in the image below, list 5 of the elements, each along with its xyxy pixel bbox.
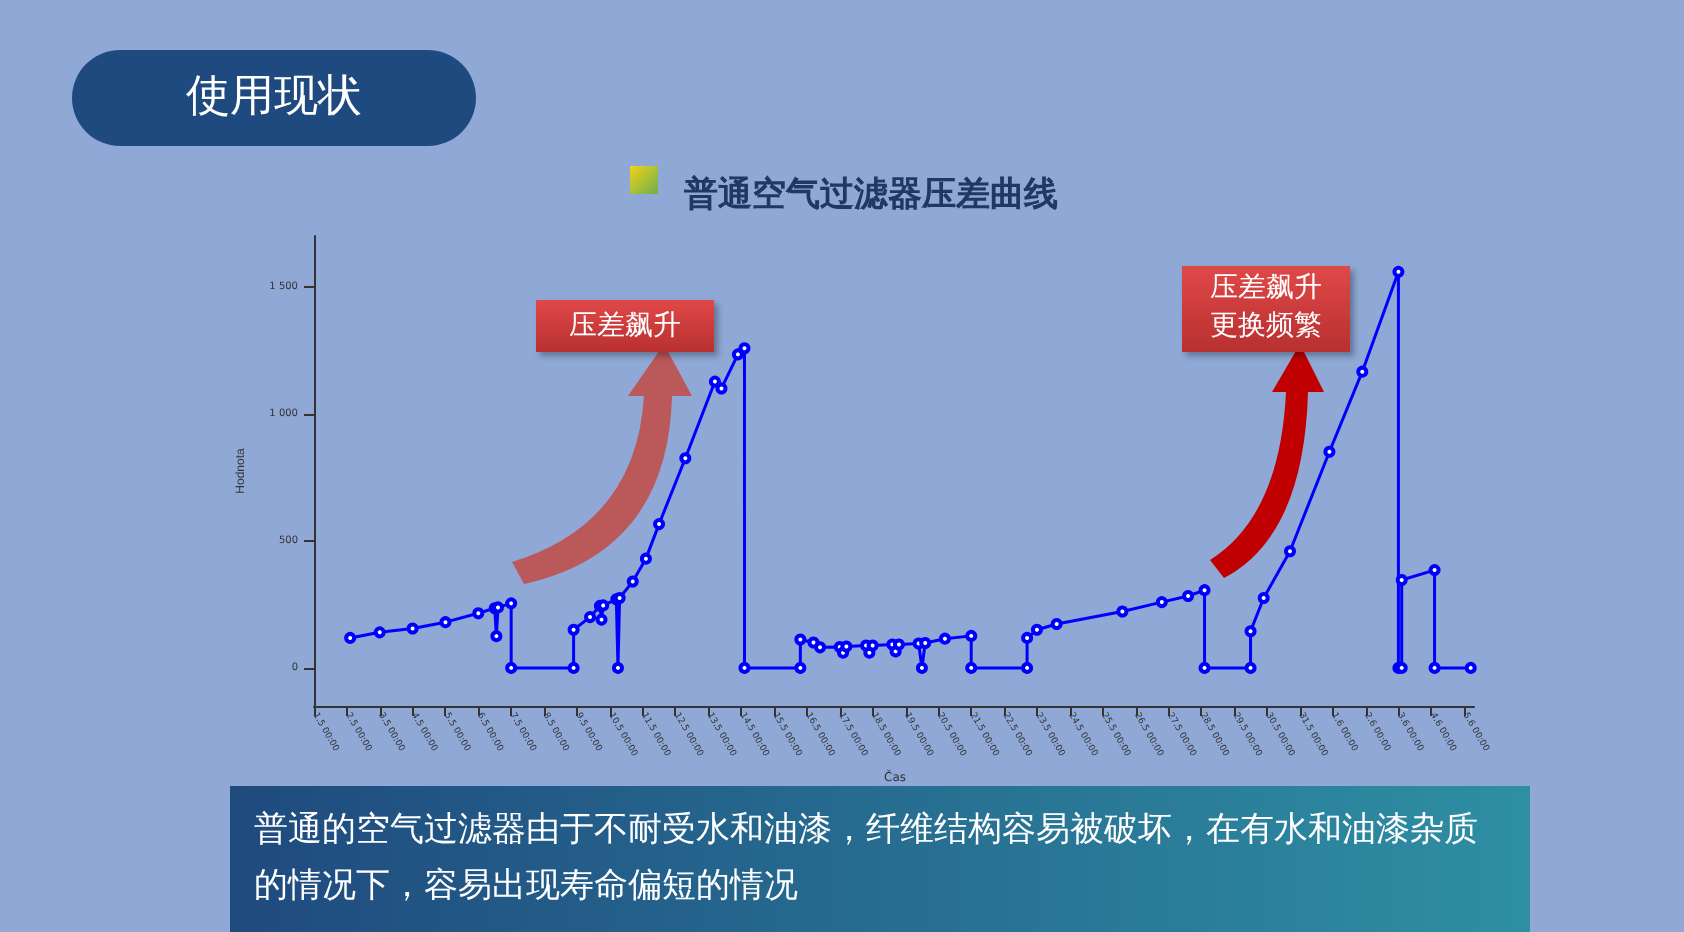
text: 使用现状 [72,50,476,146]
annotation: 压差飙升更换频繁 [1182,266,1350,352]
annotation: 压差飙升 [536,300,714,352]
text: 普通的空气过滤器由于不耐受水和油漆，纤维结构容易被破坏，在有水和油漆杂质的情况下，容易出现寿命偏短的情况 [230,786,1530,932]
chart-title: 普通空气过滤器压差曲线 [682,173,1058,215]
